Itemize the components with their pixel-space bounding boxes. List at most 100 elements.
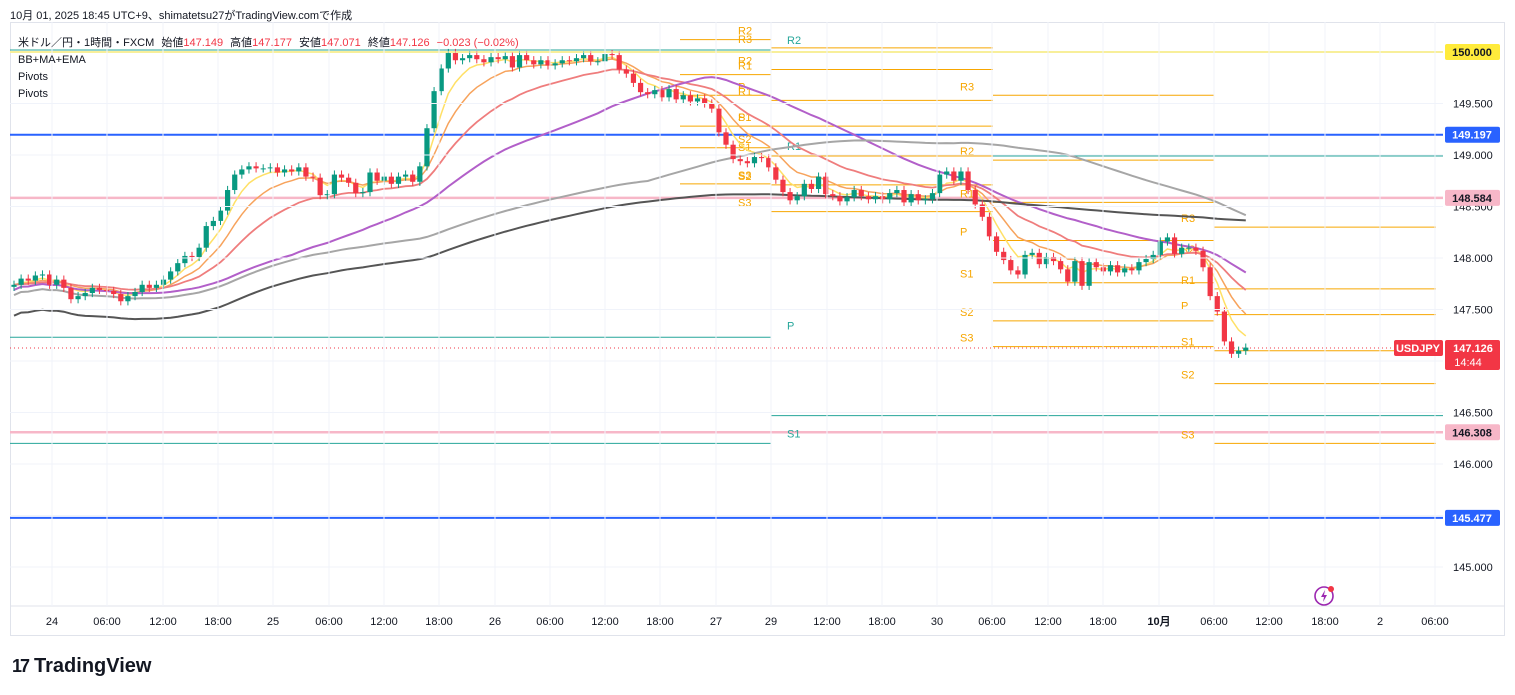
candle-body xyxy=(32,275,38,281)
countdown-label: 14:44 xyxy=(1454,357,1482,369)
x-tick-label: 18:00 xyxy=(1311,616,1339,628)
sma-90-line xyxy=(13,139,1247,300)
x-tick-label: 12:00 xyxy=(813,616,841,628)
candle-body xyxy=(1122,268,1128,273)
candle-body xyxy=(723,132,729,145)
price-chart[interactable]: R2R1PS1R2R1PS1S2S3R3R2R1PS1S2S3R3R2R1PS1… xyxy=(0,0,1515,640)
x-tick-label: 06:00 xyxy=(1421,616,1449,628)
candle-body xyxy=(125,296,131,302)
time-axis: 24 06:00 12:00 18:00 25 06:00 12:00 18:00 26 06:0… xyxy=(10,22,1505,628)
x-tick-label: 12:00 xyxy=(1255,616,1283,628)
candle-body xyxy=(1043,256,1049,265)
tradingview-logo[interactable]: 17 TradingView xyxy=(12,655,151,678)
candle-body xyxy=(281,169,288,173)
alert-bolt-icon[interactable] xyxy=(1313,584,1337,608)
candle-body xyxy=(353,182,359,194)
candle-body xyxy=(239,169,245,175)
candle-body xyxy=(395,176,402,184)
candle-body xyxy=(616,55,622,70)
daily-pivot-label: S1 xyxy=(1181,337,1194,349)
x-tick-label: 06:00 xyxy=(93,616,121,628)
x-tick-label: 18:00 xyxy=(646,616,674,628)
candle-body xyxy=(111,290,117,295)
candle-body xyxy=(217,210,224,221)
x-tick-label: 06:00 xyxy=(315,616,343,628)
daily-pivot-label: R2 xyxy=(960,146,974,158)
candle-body xyxy=(310,176,316,178)
price-badge-label: 148.584 xyxy=(1452,193,1493,205)
candle-body xyxy=(922,199,928,201)
candle-body xyxy=(659,90,665,98)
candle-body xyxy=(559,60,565,64)
candle-body xyxy=(459,58,466,61)
candle-body xyxy=(438,68,444,92)
candle-body xyxy=(1207,267,1213,297)
daily-pivot-label: R3 xyxy=(960,81,974,93)
candle-body xyxy=(516,55,523,68)
y-tick-label: 147.500 xyxy=(1453,305,1493,317)
x-tick-label: 2 xyxy=(1377,616,1383,628)
legend-high-label: 高値 xyxy=(230,37,253,49)
daily-pivot-label: S2 xyxy=(738,134,751,146)
candle-body xyxy=(246,166,252,170)
daily-pivot-label: P xyxy=(738,112,745,124)
tradingview-logo-mark-icon: 17 xyxy=(12,656,30,676)
candle-body xyxy=(1164,237,1171,242)
candle-body xyxy=(1050,256,1057,262)
candle-body xyxy=(872,196,879,200)
candle-body xyxy=(75,296,81,300)
ema-mid-line xyxy=(13,58,1247,315)
candle-body xyxy=(958,171,964,181)
daily-pivot-label: R1 xyxy=(960,188,974,200)
x-tick-label: 06:00 xyxy=(1200,616,1228,628)
legend-low-value: 147.071 xyxy=(321,37,361,49)
daily-pivot-label: P xyxy=(738,81,745,93)
weekly-pivot-label: S1 xyxy=(787,428,800,440)
candle-body xyxy=(68,287,74,300)
daily-pivot-label: S2 xyxy=(960,307,973,319)
symbol-badge-bg xyxy=(1394,340,1443,357)
x-tick-label: 27 xyxy=(710,616,722,628)
candle-body xyxy=(1008,260,1014,271)
legend-indicator-bb-ma-ema[interactable]: BB+MA+EMA xyxy=(18,54,86,66)
daily-pivot-label: R1 xyxy=(1181,275,1195,287)
candle-body xyxy=(1093,262,1099,268)
candle-body xyxy=(737,159,743,162)
price-badges: 150.000 149.197 148.584 146.308 145.477 USDJP… xyxy=(1394,44,1500,526)
tradingview-logo-text: TradingView xyxy=(34,655,152,677)
legend-indicator-pivots-2[interactable]: Pivots xyxy=(18,88,48,100)
candle-body xyxy=(175,263,181,272)
current-price-label: 147.126 xyxy=(1453,343,1493,355)
candle-body xyxy=(338,174,345,178)
price-badge-label: 149.197 xyxy=(1452,130,1492,142)
candle-body xyxy=(880,196,886,200)
candle-body xyxy=(823,176,829,195)
chart-frame[interactable] xyxy=(10,22,1505,636)
candle-body xyxy=(965,171,971,191)
legend-symbol: 米ドル／円・1時間・FXCM xyxy=(18,37,155,49)
candle-body xyxy=(1243,347,1249,351)
candle-body xyxy=(317,177,323,196)
candle-body xyxy=(1022,254,1028,275)
candle-body xyxy=(666,89,672,98)
candle-body xyxy=(96,287,103,290)
price-badge-bg xyxy=(1445,126,1500,143)
price-badge-bg xyxy=(1445,189,1500,206)
candle-body xyxy=(687,95,693,102)
candle-body xyxy=(481,59,487,63)
candle-body xyxy=(82,293,88,297)
legend-open-label: 始値 xyxy=(161,37,184,49)
candle-body xyxy=(915,194,921,201)
legend-indicator-pivots-1[interactable]: Pivots xyxy=(18,71,48,83)
x-tick-label: 12:00 xyxy=(149,616,177,628)
y-tick-label: 146.500 xyxy=(1453,408,1493,420)
x-tick-label: 06:00 xyxy=(536,616,564,628)
x-tick-label: 24 xyxy=(46,616,58,628)
x-tick-label: 18:00 xyxy=(868,616,896,628)
candle-body xyxy=(944,171,950,175)
legend-ohlc-row: 米ドル／円・1時間・FXCM 始値147.149 高値147.177 安値147… xyxy=(18,35,519,52)
daily-pivot-label: S1 xyxy=(738,112,751,124)
candle-body xyxy=(524,55,530,61)
candle-body xyxy=(1072,261,1078,282)
candle-body xyxy=(495,57,501,60)
